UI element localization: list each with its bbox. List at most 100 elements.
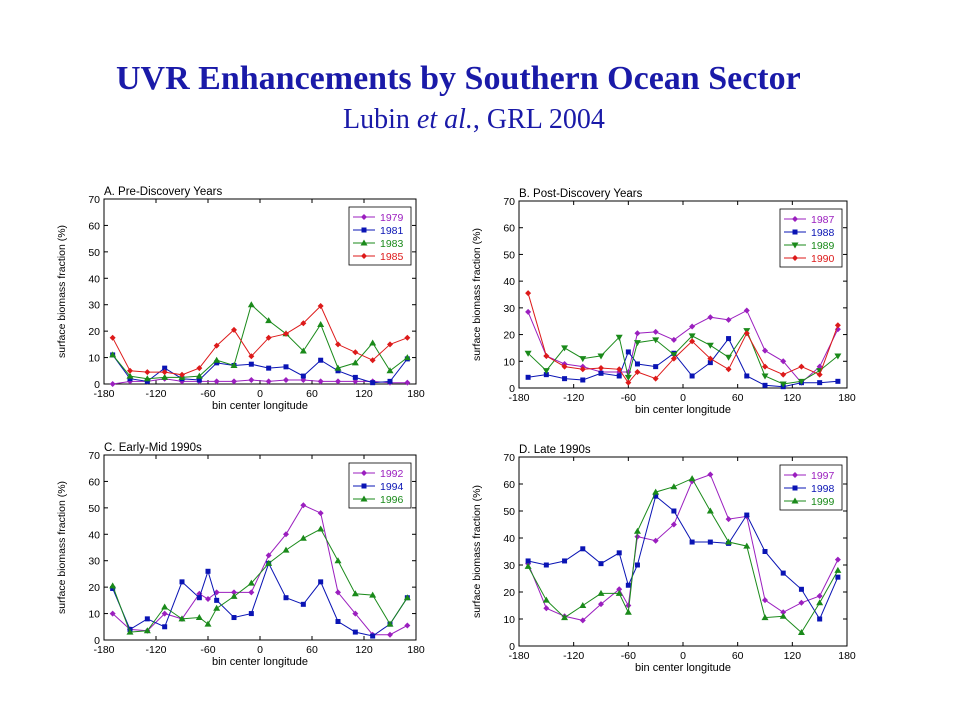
- data-point: [744, 512, 750, 518]
- data-point: [633, 527, 641, 534]
- data-point: [797, 629, 805, 635]
- data-point: [616, 550, 622, 556]
- data-point: [580, 546, 586, 552]
- x-tick-label: -120: [145, 388, 166, 400]
- data-point: [404, 622, 411, 629]
- data-point: [179, 371, 185, 378]
- data-point: [525, 558, 531, 564]
- series-1989: [524, 328, 842, 388]
- data-point: [109, 351, 117, 358]
- data-point: [761, 373, 769, 380]
- data-point: [562, 558, 568, 564]
- x-tick-label: -60: [621, 650, 636, 662]
- data-point: [404, 334, 411, 341]
- data-point: [266, 365, 272, 371]
- data-point: [352, 610, 359, 617]
- x-tick-label: 60: [306, 388, 318, 400]
- x-axis-label: bin center longitude: [212, 400, 308, 412]
- data-point: [834, 566, 842, 573]
- x-tick-label: -120: [563, 650, 584, 662]
- legend-marker-1996: [360, 495, 368, 502]
- data-point: [834, 556, 841, 563]
- data-point: [652, 375, 659, 382]
- y-axis-label: surface biomass fraction (%): [471, 485, 483, 618]
- y-tick-label: 0: [94, 635, 100, 647]
- data-point: [178, 615, 186, 622]
- data-point: [403, 354, 411, 361]
- legend-label-1999: 1999: [811, 496, 835, 508]
- y-axis-label: surface biomass fraction (%): [471, 228, 483, 361]
- x-tick-label: 180: [838, 650, 856, 662]
- data-point: [688, 475, 696, 482]
- data-point: [369, 591, 377, 598]
- data-point: [352, 629, 358, 635]
- x-tick-label: -60: [200, 644, 215, 656]
- x-tick-label: 0: [257, 644, 263, 656]
- data-point: [161, 603, 169, 610]
- data-point: [625, 582, 631, 588]
- data-point: [762, 549, 768, 554]
- y-tick-label: 50: [503, 506, 515, 518]
- data-point: [299, 534, 307, 541]
- data-point: [579, 356, 587, 363]
- data-point: [335, 368, 341, 374]
- data-point: [670, 521, 677, 528]
- data-point: [780, 570, 786, 576]
- x-tick-label: 60: [732, 392, 744, 404]
- y-tick-label: 70: [88, 450, 100, 462]
- data-point: [725, 516, 732, 523]
- data-point: [743, 307, 750, 314]
- y-tick-label: 30: [503, 303, 515, 315]
- data-point: [670, 352, 678, 359]
- y-tick-label: 30: [88, 556, 100, 568]
- x-axis-label: bin center longitude: [635, 662, 731, 674]
- series-line-1981: [112, 354, 408, 384]
- series-1981: [110, 352, 410, 386]
- legend-marker-1999: [791, 497, 799, 504]
- data-point: [653, 364, 659, 370]
- panel-title: C. Early-Mid 1990s: [104, 442, 202, 454]
- x-tick-label: 120: [784, 650, 802, 662]
- series-1996: [109, 525, 411, 635]
- legend-marker-1983: [360, 239, 368, 246]
- legend-label-1983: 1983: [380, 238, 404, 250]
- data-point: [817, 380, 823, 386]
- x-axis-label: bin center longitude: [212, 656, 308, 668]
- data-point: [543, 372, 549, 378]
- data-point: [248, 377, 255, 384]
- data-point: [707, 360, 713, 366]
- data-point: [109, 334, 116, 341]
- data-point: [707, 355, 714, 362]
- y-tick-label: 60: [88, 476, 100, 488]
- data-point: [265, 552, 272, 559]
- data-point: [725, 316, 732, 323]
- data-point: [387, 341, 393, 348]
- x-tick-label: 120: [355, 388, 373, 400]
- data-point: [652, 537, 659, 544]
- data-point: [762, 597, 768, 604]
- y-tick-label: 0: [94, 379, 100, 391]
- chart-panel-a: -180 -120 -60 0 60 120 180 0 10 20 30 40 50 60 70 A. Pr…: [56, 186, 425, 412]
- data-point: [283, 595, 289, 601]
- chart-panel-c: -180 -120 -60 0 60 120 180 0 10 20 30 40 50 60 70 C. Ea…: [56, 442, 425, 668]
- data-point: [282, 546, 290, 553]
- data-point: [299, 347, 307, 354]
- data-point: [127, 376, 133, 382]
- data-point: [816, 371, 823, 378]
- legend-label-1996: 1996: [380, 494, 404, 506]
- legend-label-1979: 1979: [380, 212, 404, 224]
- data-point: [616, 373, 622, 379]
- legend-label-1987: 1987: [811, 214, 835, 226]
- data-point: [689, 323, 696, 330]
- data-point: [351, 590, 359, 597]
- data-point: [744, 373, 750, 379]
- legend-marker-1979: [361, 214, 367, 220]
- slide-citation: Lubin et al., GRL 2004: [343, 104, 605, 136]
- x-tick-label: 180: [407, 644, 425, 656]
- legend-marker-1997: [792, 472, 798, 478]
- data-point: [109, 582, 117, 589]
- data-point: [195, 614, 203, 621]
- data-point: [597, 589, 605, 596]
- data-point: [265, 334, 272, 341]
